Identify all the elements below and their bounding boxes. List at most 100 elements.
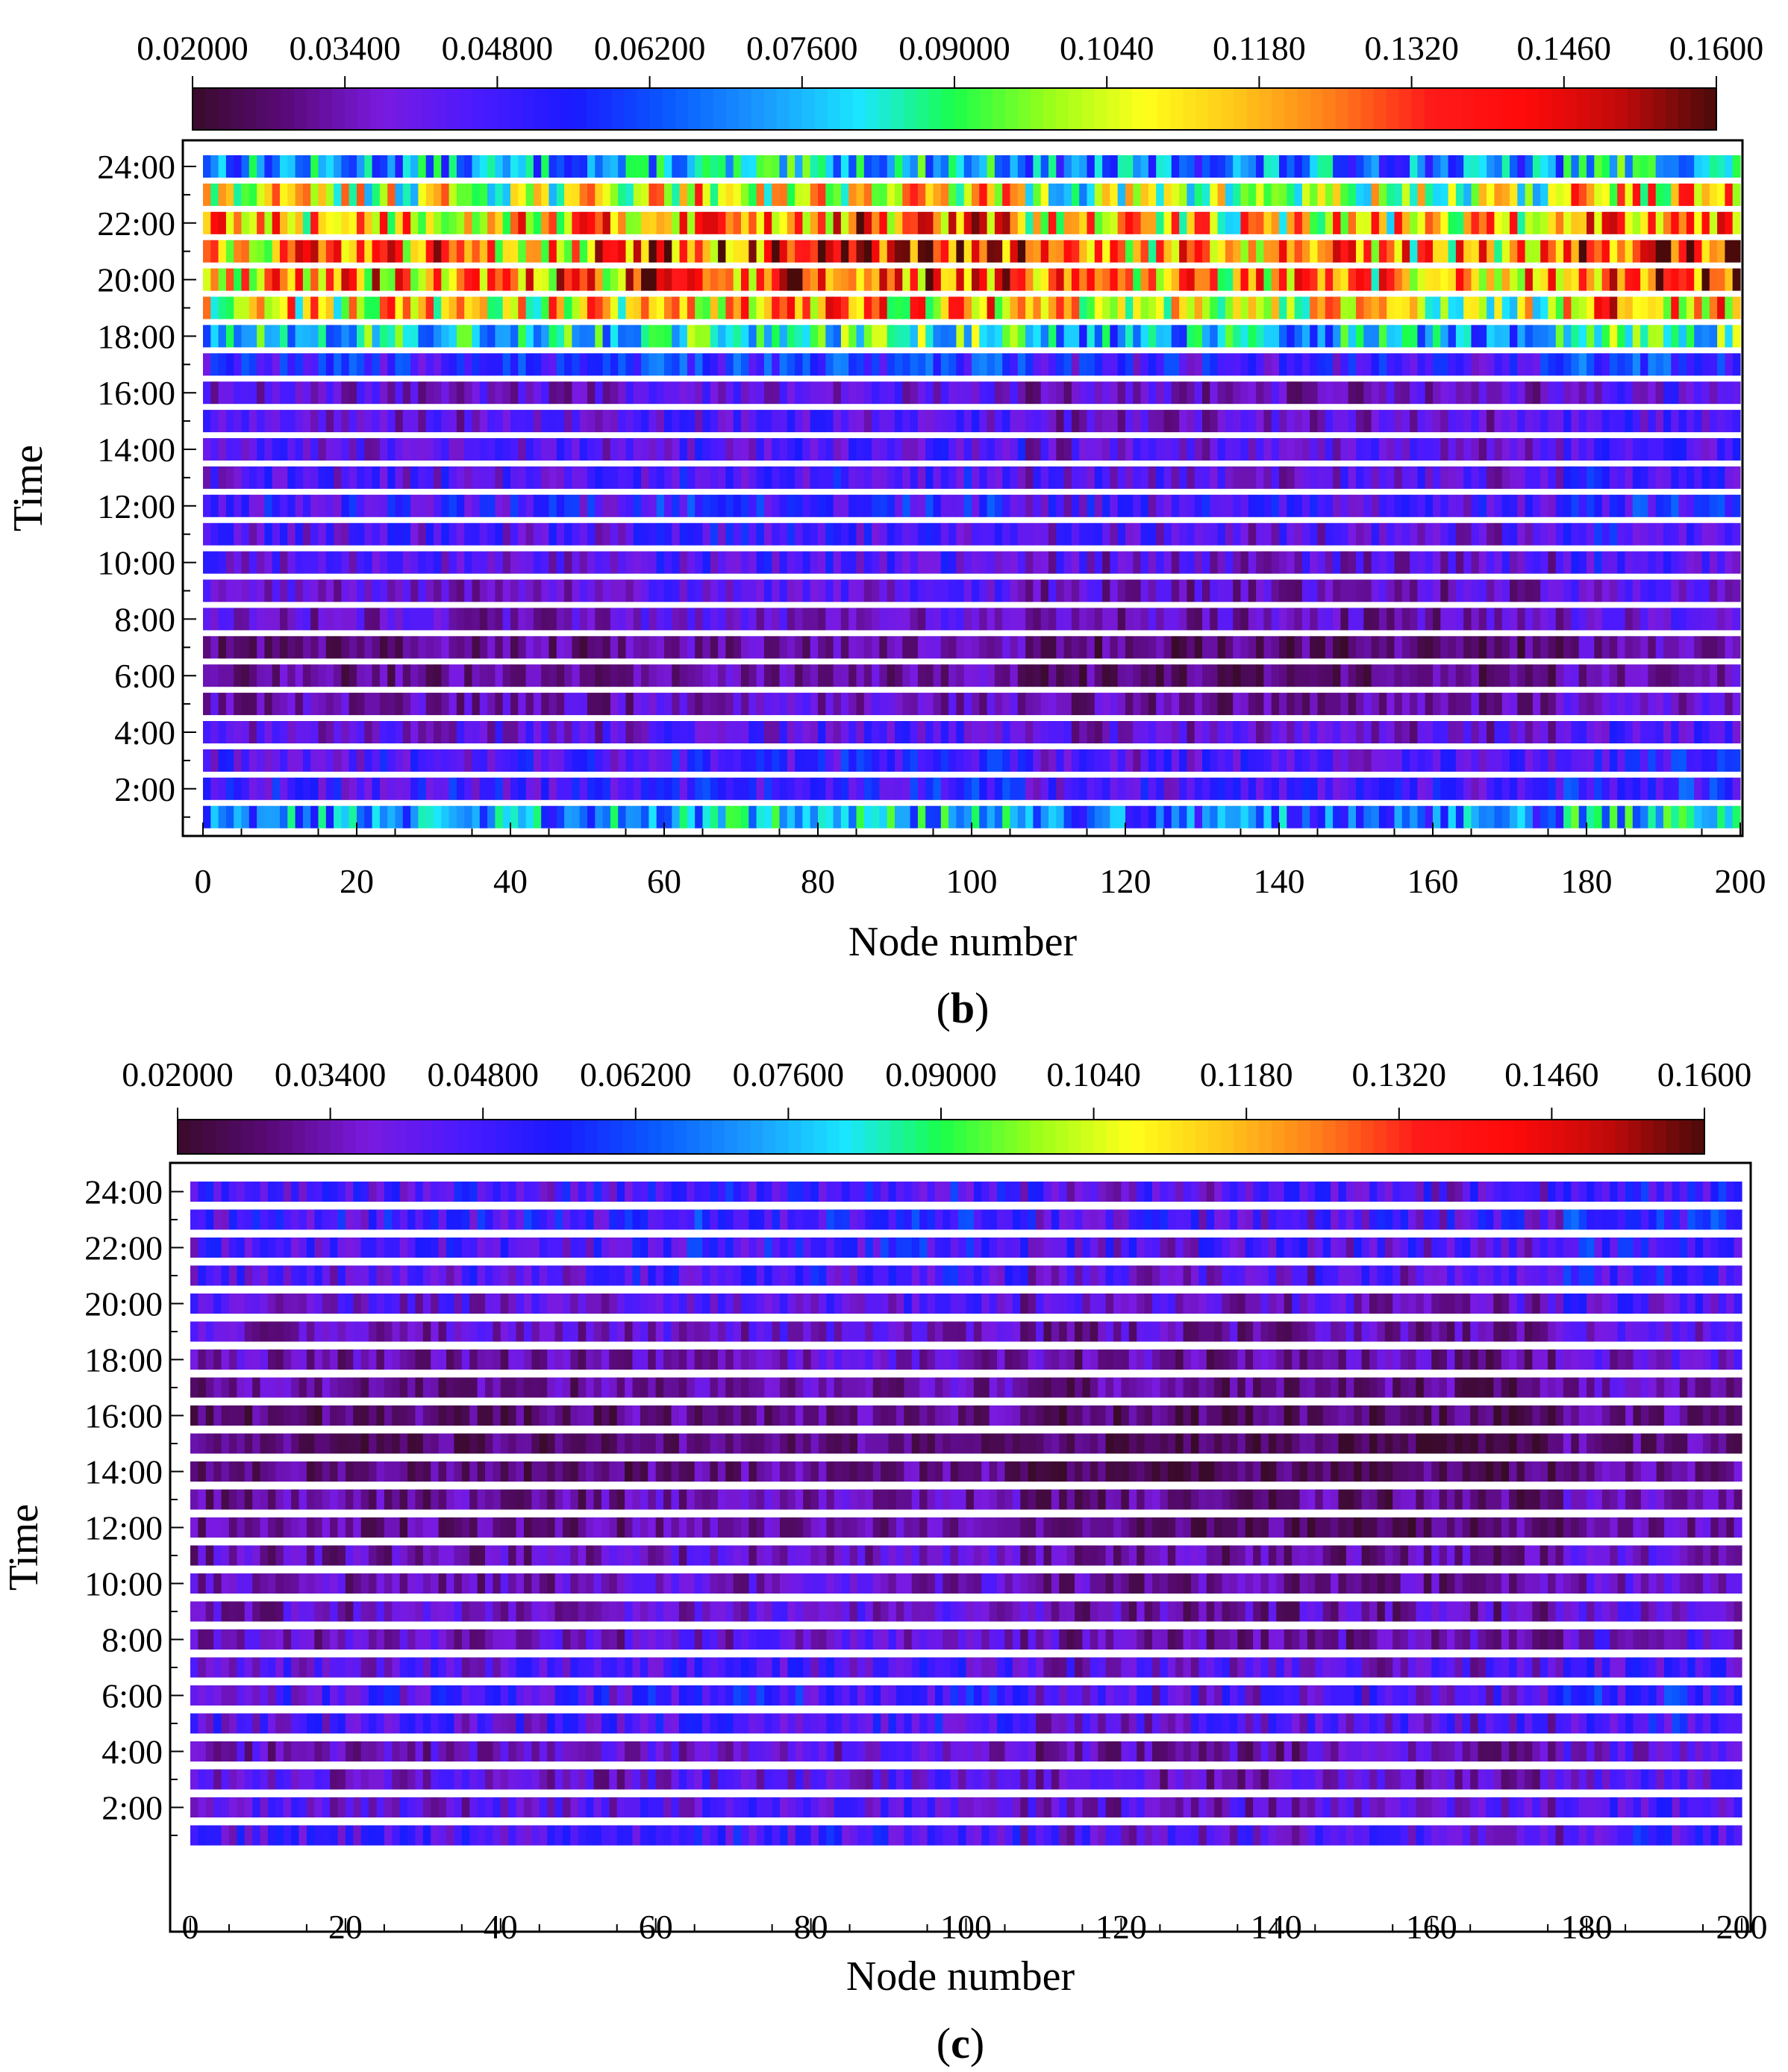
- heat-cell: [364, 296, 373, 319]
- colorbar-segment: [954, 88, 968, 130]
- heat-cell: [272, 777, 281, 800]
- heat-cell: [1087, 325, 1095, 348]
- heat-cell: [1256, 494, 1264, 517]
- heat-cell: [1133, 183, 1142, 206]
- heat-cell: [895, 183, 903, 206]
- heat-cell: [1517, 494, 1526, 517]
- heat-cell: [994, 466, 1003, 489]
- heat-cell: [925, 438, 934, 461]
- heat-cell: [1056, 693, 1065, 716]
- heat-cell: [1110, 494, 1119, 517]
- colorbar-segment: [890, 88, 904, 130]
- heat-cell: [1363, 693, 1372, 716]
- heat-cell: [1010, 240, 1019, 263]
- heat-cell: [448, 410, 457, 433]
- heat-cell: [1179, 438, 1187, 461]
- heat-cell: [656, 608, 665, 631]
- colorbar-segment: [573, 88, 587, 130]
- heat-cell: [1717, 183, 1725, 206]
- y-tick-label: 2:00: [114, 770, 175, 808]
- heat-cell: [379, 353, 388, 376]
- heat-cell: [379, 410, 388, 433]
- heat-cell: [994, 325, 1003, 348]
- heat-cell: [1171, 353, 1180, 376]
- colorbar-segment: [243, 88, 257, 130]
- heat-cell: [1625, 494, 1634, 517]
- heat-cell: [1310, 466, 1319, 489]
- heat-cell: [1071, 438, 1080, 461]
- heat-cell: [1187, 381, 1195, 405]
- heat-cell: [725, 155, 734, 178]
- heat-cell: [1517, 551, 1526, 574]
- colorbar-segment: [611, 88, 625, 130]
- heat-cell: [441, 268, 450, 291]
- heat-cell: [748, 636, 757, 659]
- heat-cell: [787, 721, 795, 743]
- heat-cell: [1378, 381, 1387, 405]
- heat-cell: [910, 721, 919, 743]
- heat-cell: [1732, 636, 1741, 659]
- heat-cell: [648, 749, 657, 772]
- colorbar-segment: [1132, 88, 1145, 130]
- heat-cell: [710, 183, 719, 206]
- heat-cell: [556, 353, 565, 376]
- heat-cell: [364, 494, 373, 517]
- heat-cell: [702, 749, 711, 772]
- heat-cell: [1578, 240, 1587, 263]
- heat-cell: [848, 438, 857, 461]
- colorbar-segment: [1145, 88, 1158, 130]
- heat-cell: [1310, 608, 1319, 631]
- heat-cell: [1387, 551, 1395, 574]
- heat-cell: [325, 636, 334, 659]
- heat-cell: [1217, 438, 1226, 461]
- heat-cell: [310, 551, 319, 574]
- heat-cell: [441, 579, 450, 602]
- heat-cell: [310, 381, 319, 405]
- heat-cell: [779, 664, 788, 687]
- heat-cell: [556, 721, 565, 743]
- heat-cell: [1056, 296, 1065, 319]
- heat-cell: [1578, 721, 1587, 743]
- heat-cell: [1010, 410, 1019, 433]
- heat-cell: [425, 183, 434, 206]
- heat-cell: [1310, 721, 1319, 743]
- heat-cell: [225, 438, 234, 461]
- heat-cell: [464, 381, 473, 405]
- heat-cell: [210, 353, 219, 376]
- heat-cell: [1617, 551, 1626, 574]
- heat-cell: [779, 749, 788, 772]
- colorbar-segment: [1627, 88, 1641, 130]
- heat-cell: [1609, 296, 1618, 319]
- heat-cell: [1694, 579, 1703, 602]
- heat-cell: [203, 721, 211, 743]
- heat-cell: [848, 749, 857, 772]
- heat-cell: [1455, 466, 1464, 489]
- heat-cell: [940, 636, 949, 659]
- heat-cell: [225, 664, 234, 687]
- heat-cell: [902, 438, 911, 461]
- heat-cell: [863, 438, 872, 461]
- heat-cell: [1071, 381, 1080, 405]
- heat-cell: [310, 240, 319, 263]
- heat-cell: [248, 466, 257, 489]
- heat-cell: [1125, 522, 1134, 546]
- heat-cell: [1463, 183, 1472, 206]
- heat-cell: [1440, 636, 1449, 659]
- heat-cell: [910, 268, 919, 291]
- heat-cell: [203, 296, 211, 319]
- heat-cell: [802, 183, 811, 206]
- heat-cell: [733, 749, 742, 772]
- heat-cell: [241, 693, 250, 716]
- heat-cell: [987, 721, 995, 743]
- heat-cell: [979, 410, 988, 433]
- heat-cell: [1087, 693, 1095, 716]
- heat-cell: [1017, 183, 1026, 206]
- heat-cell: [525, 325, 534, 348]
- heat-cell: [1194, 240, 1203, 263]
- heat-cell: [1233, 211, 1242, 234]
- heat-cell: [887, 636, 895, 659]
- colorbar-segment: [1348, 88, 1362, 130]
- heat-cell: [1655, 579, 1664, 602]
- heat-cell: [1310, 240, 1319, 263]
- heat-cell: [325, 325, 334, 348]
